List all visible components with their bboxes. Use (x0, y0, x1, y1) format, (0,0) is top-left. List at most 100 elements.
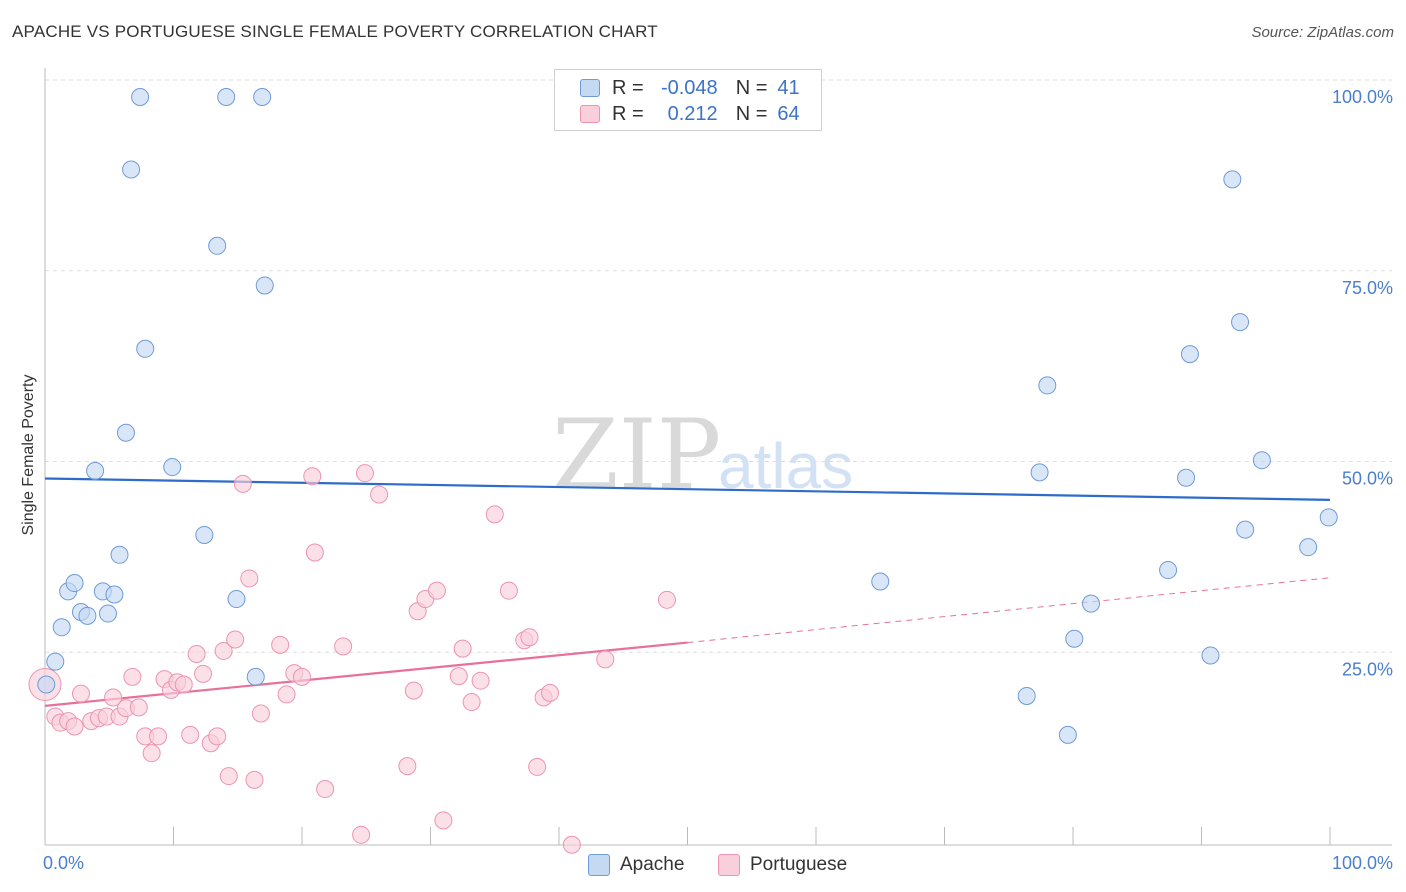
portuguese-point (219, 767, 238, 786)
portuguese-point (149, 727, 168, 746)
portuguese-point (251, 704, 270, 723)
x-tick-label: 0.0% (43, 853, 84, 873)
legend-r-label: R = (612, 102, 644, 125)
portuguese-point (462, 693, 481, 712)
portuguese-point (355, 464, 374, 483)
portuguese-point (240, 569, 259, 588)
source-label: Source: ZipAtlas.com (1251, 24, 1394, 41)
portuguese-point (65, 717, 84, 736)
portuguese-trend-projection (687, 577, 1331, 644)
legend-n-label: N = (735, 102, 768, 125)
portuguese-point (434, 811, 453, 830)
legend-n-value: 64 (777, 102, 800, 125)
gridlines (45, 79, 1392, 653)
legend-label-apache: Apache (620, 854, 685, 875)
apache-point (116, 423, 135, 442)
apache-trend-line (44, 477, 1331, 501)
apache-point (246, 667, 265, 686)
portuguese-point (142, 744, 161, 763)
portuguese-point (277, 685, 296, 704)
portuguese-point (305, 543, 324, 562)
apache-point (227, 590, 246, 609)
apache-point (37, 675, 56, 694)
legend-item-apache: Apache (588, 852, 684, 878)
portuguese-point (471, 671, 490, 690)
correlation-legend: R = -0.048 N = 41 R = 0.212 N = 64 (554, 69, 822, 131)
apache-point (136, 339, 155, 358)
portuguese-point (104, 688, 123, 707)
apache-point (1299, 538, 1318, 557)
apache-point (78, 606, 97, 625)
portuguese-point (214, 641, 233, 660)
portuguese-point (187, 644, 206, 663)
portuguese-trend-line (44, 641, 688, 707)
portuguese-point (427, 581, 446, 600)
portuguese-point (398, 757, 417, 776)
legend-r-value: -0.048 (660, 76, 718, 99)
legend-label-portuguese: Portuguese (750, 854, 848, 875)
y-tick-label: 75.0% (1342, 278, 1393, 298)
portuguese-point (562, 835, 581, 854)
apache-point (105, 585, 124, 604)
portuguese-point (71, 684, 90, 703)
apache-point (1180, 345, 1199, 364)
apache-point (131, 88, 150, 106)
apache-point (1030, 463, 1049, 482)
apache-point (86, 461, 105, 480)
apache-point (253, 88, 272, 106)
portuguese-swatch-icon (718, 854, 740, 876)
apache-point (98, 604, 117, 623)
apache-point (122, 160, 141, 179)
legend-n-value: 41 (777, 76, 800, 99)
apache-point (52, 618, 71, 637)
y-tick-label: 25.0% (1342, 659, 1393, 679)
portuguese-point (370, 485, 389, 504)
axes (44, 68, 1392, 846)
apache-point (1017, 686, 1036, 705)
portuguese-point (181, 725, 200, 744)
portuguese-point (226, 630, 245, 649)
portuguese-point (123, 667, 142, 686)
portuguese-point (352, 825, 371, 844)
apache-point (1236, 520, 1255, 539)
portuguese-point (657, 590, 676, 609)
legend-n-label: N = (735, 76, 768, 99)
portuguese-point (271, 635, 290, 654)
apache-point (1252, 451, 1271, 470)
portuguese-point (541, 683, 560, 702)
portuguese-point (596, 650, 615, 669)
apache-point (1081, 594, 1100, 613)
apache-point (1231, 313, 1250, 332)
trend-lines (44, 477, 1331, 707)
legend-row-apache: R = -0.048 N = 41 (580, 75, 800, 101)
apache-point (1201, 646, 1220, 665)
apache-point (217, 88, 236, 106)
portuguese-point (520, 628, 539, 647)
apache-point (65, 574, 84, 593)
apache-point (163, 458, 182, 477)
y-tick-label: 50.0% (1342, 469, 1393, 489)
portuguese-point (233, 474, 252, 493)
apache-swatch-icon (580, 79, 600, 97)
portuguese-point (404, 681, 423, 700)
portuguese-point (453, 639, 472, 658)
apache-point (110, 545, 129, 564)
tick-labels: 25.0% 50.0% 75.0% 100.0% 0.0% 100.0% (43, 87, 1393, 873)
apache-point (1159, 561, 1178, 580)
x-tick-label: 100.0% (1332, 853, 1393, 873)
legend-row-portuguese: R = 0.212 N = 64 (580, 101, 800, 127)
apache-point (1058, 725, 1077, 744)
watermark-zip: ZIP (552, 399, 721, 511)
apache-point (1038, 376, 1057, 395)
apache-point (871, 572, 890, 591)
portuguese-point (245, 770, 264, 789)
apache-point (46, 652, 65, 671)
portuguese-point (449, 667, 468, 686)
portuguese-point (208, 727, 227, 746)
portuguese-point (316, 780, 335, 799)
portuguese-point (129, 698, 148, 717)
portuguese-point (174, 675, 193, 694)
apache-point (1177, 468, 1196, 487)
legend-r-label: R = (612, 76, 644, 99)
portuguese-point (499, 581, 518, 600)
